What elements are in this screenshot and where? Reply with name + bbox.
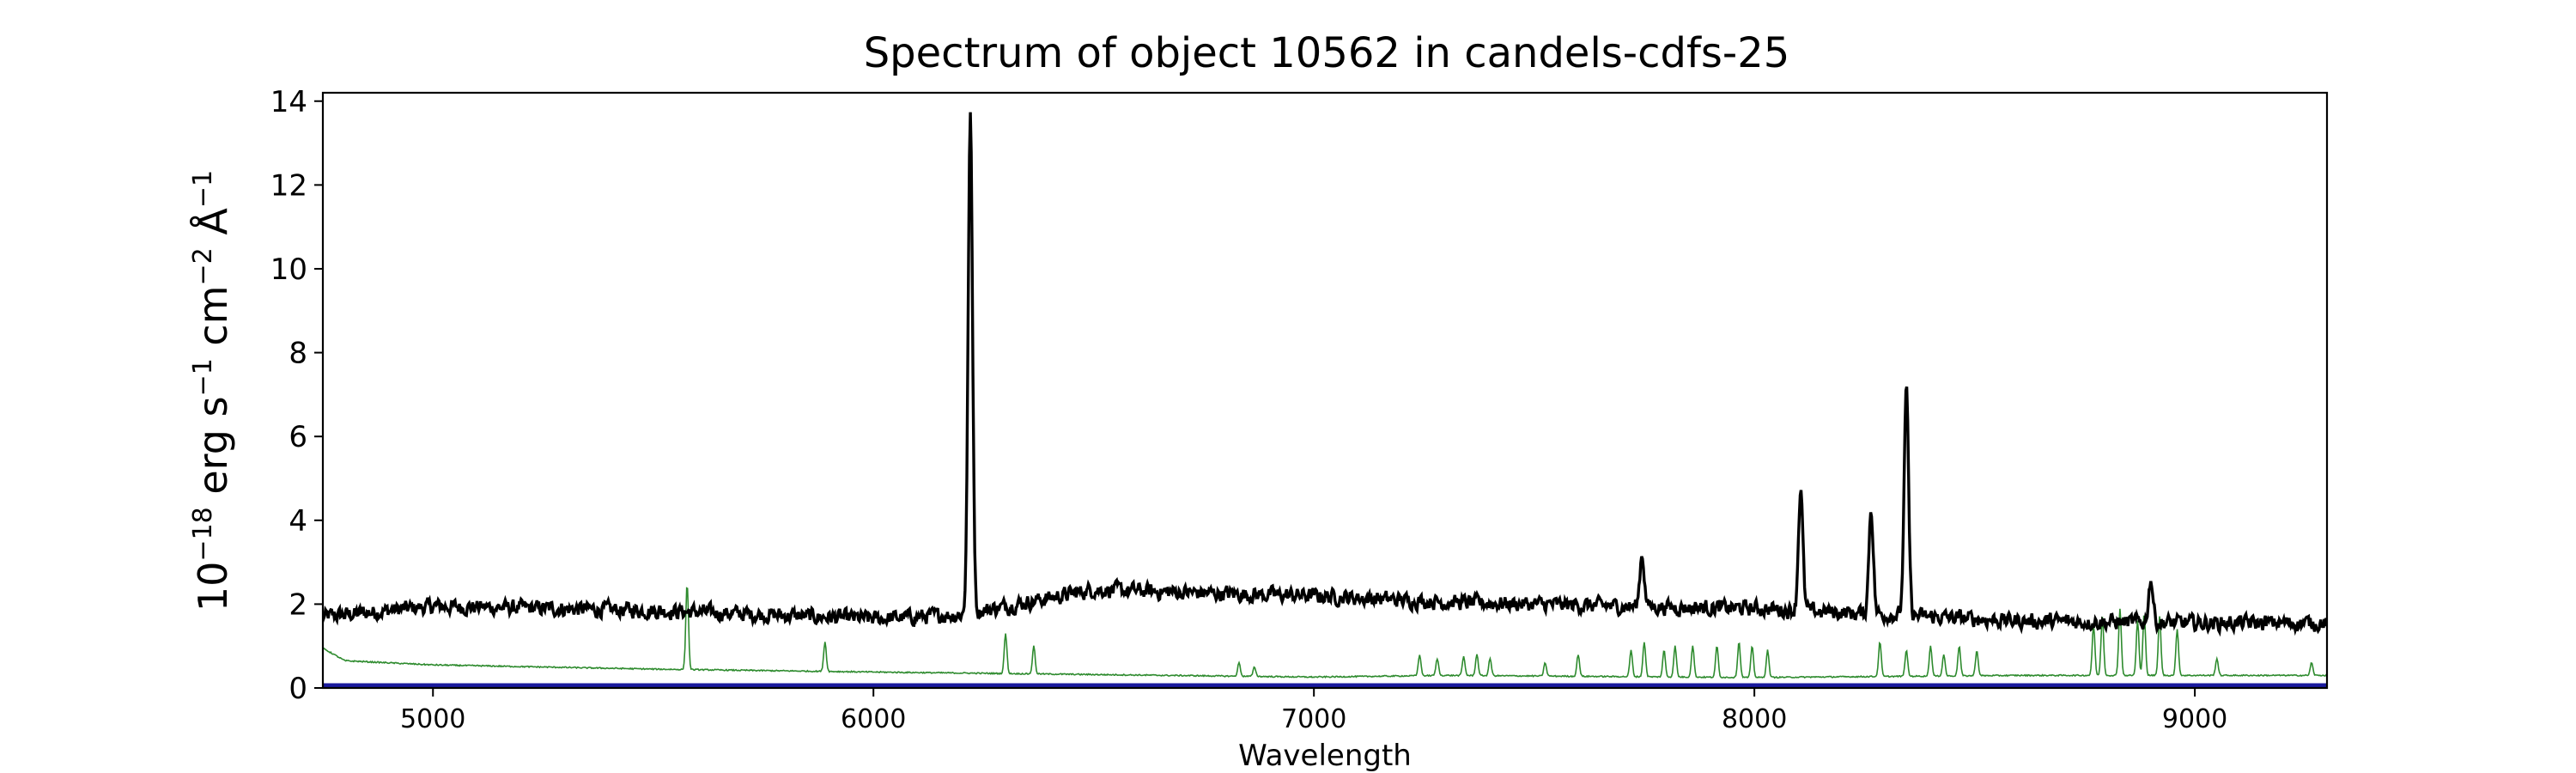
x-axis: 5000 6000 7000 8000 9000 bbox=[400, 688, 2227, 734]
y-axis-label-cm-exp: −2 bbox=[188, 247, 218, 285]
y-tick-label: 0 bbox=[289, 672, 307, 706]
x-tick-label: 5000 bbox=[400, 704, 465, 734]
y-axis-label-ang: Å bbox=[190, 208, 236, 248]
y-axis-label-base: 10 bbox=[190, 562, 236, 612]
y-tick-label: 8 bbox=[289, 337, 307, 371]
series-sky-line bbox=[323, 587, 2327, 679]
y-axis-label-ang-exp: −1 bbox=[188, 170, 218, 208]
x-axis-label: Wavelength bbox=[1238, 739, 1412, 773]
y-axis-label-exp: −18 bbox=[188, 507, 218, 561]
chart-title: Spectrum of object 10562 in candels-cdfs… bbox=[864, 29, 1790, 77]
x-tick-label: 8000 bbox=[1722, 704, 1787, 734]
y-tick-label: 10 bbox=[270, 253, 307, 287]
y-axis-label: 10−18 erg s−1 cm−2 Å−1 bbox=[188, 170, 236, 612]
y-tick-label: 12 bbox=[270, 168, 307, 203]
y-axis-label-cm: cm bbox=[190, 285, 236, 358]
plot-frame bbox=[321, 91, 2329, 690]
y-tick-label: 14 bbox=[270, 85, 307, 119]
x-tick-label: 9000 bbox=[2162, 704, 2227, 734]
y-tick-label: 6 bbox=[289, 420, 307, 454]
y-tick-label: 4 bbox=[289, 504, 307, 539]
series-flux-line bbox=[323, 112, 2327, 637]
y-axis-label-erg: erg s bbox=[190, 396, 236, 507]
x-tick-label: 6000 bbox=[841, 704, 906, 734]
y-axis-label-s-exp: −1 bbox=[188, 358, 218, 396]
x-tick-label: 7000 bbox=[1281, 704, 1346, 734]
y-axis: 0 2 4 6 8 10 12 14 bbox=[270, 85, 323, 706]
series-layer bbox=[323, 112, 2327, 688]
y-tick-label: 2 bbox=[289, 587, 307, 622]
